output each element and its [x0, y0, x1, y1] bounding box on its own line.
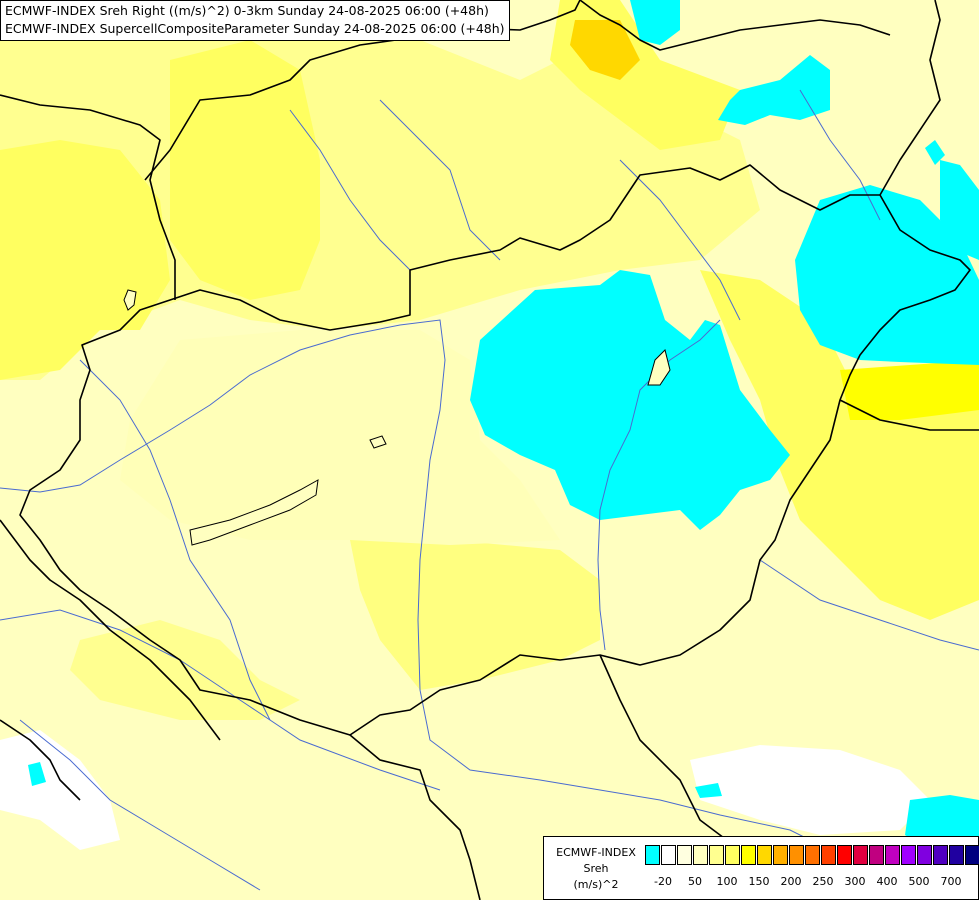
river-east-1	[759, 559, 979, 651]
river-north-1	[379, 99, 501, 261]
legend-title-line-3: (m/s)^2	[573, 878, 619, 891]
legend-title-line-1: ECMWF-INDEX	[556, 846, 636, 859]
legend-swatch	[821, 845, 836, 865]
legend-swatch	[917, 845, 932, 865]
lake-small-north	[123, 289, 137, 311]
legend-tick-label: 150	[748, 875, 770, 888]
border-serbia-east	[599, 654, 741, 851]
field-pale-center	[120, 330, 560, 545]
border-austria-north	[0, 94, 176, 300]
field-bright-yellow-east	[840, 360, 979, 420]
legend-swatch	[757, 845, 772, 865]
legend-tick-label: 400	[876, 875, 898, 888]
legend-swatch	[933, 845, 948, 865]
legend-swatch	[741, 845, 756, 865]
legend-tick-label: 700	[940, 875, 962, 888]
legend-swatch	[949, 845, 964, 865]
legend-swatch	[677, 845, 692, 865]
legend-swatch	[645, 845, 660, 865]
border-southwest	[0, 519, 221, 741]
legend-title-line-2: Sreh	[583, 862, 609, 875]
legend-tick-label: 50	[688, 875, 702, 888]
legend-tick-label: 300	[844, 875, 866, 888]
legend-swatch	[773, 845, 788, 865]
border-croatia-serbia	[349, 734, 481, 900]
field-yellow-south-center	[350, 540, 600, 690]
legend-swatch	[661, 845, 676, 865]
field-white-southwest	[0, 730, 120, 850]
legend-swatch	[805, 845, 820, 865]
field-cyan-small-se	[695, 783, 722, 798]
lake-velence	[369, 435, 387, 449]
river-west-1	[79, 359, 271, 721]
river-north-2	[289, 109, 411, 271]
field-cyan-east-strip	[940, 160, 979, 260]
legend-ticks: -20 50 100 150 200 250 300 400 500 700	[645, 875, 975, 891]
border-top-right	[579, 0, 891, 51]
legend-swatch	[885, 845, 900, 865]
field-yellow-southwest	[70, 620, 300, 720]
legend-swatch	[869, 845, 884, 865]
field-cyan-center	[470, 270, 790, 530]
lake-tisza	[647, 349, 671, 386]
legend-swatch	[965, 845, 979, 865]
border-slovenia	[0, 719, 81, 801]
field-yellow-north-center	[170, 40, 320, 300]
field-cyan-top-right	[718, 55, 830, 125]
rivers	[0, 89, 979, 891]
legend-swatch	[837, 845, 852, 865]
map-title-box: ECMWF-INDEX Sreh Right ((m/s)^2) 0-3km S…	[0, 0, 510, 41]
field-cyan-east-small	[925, 140, 945, 165]
legend-swatch	[853, 845, 868, 865]
title-line-2: ECMWF-INDEX SupercellCompositeParameter …	[5, 21, 505, 36]
legend-tick-label: 100	[716, 875, 738, 888]
river-danube	[0, 319, 901, 891]
legend-swatch	[709, 845, 724, 865]
legend-swatch	[693, 845, 708, 865]
color-legend: ECMWF-INDEX Sreh (m/s)^2 -20 50 100 150 200 2…	[543, 836, 979, 900]
field-cyan-small-sw	[28, 762, 46, 786]
field-cyan-top	[630, 0, 680, 45]
legend-swatches	[645, 845, 979, 865]
field-white-southeast	[690, 745, 930, 835]
border-romania	[839, 399, 979, 431]
field-orange-top	[570, 20, 640, 80]
river-south-1	[0, 609, 441, 791]
title-line-1: ECMWF-INDEX Sreh Right ((m/s)^2) 0-3km S…	[5, 3, 489, 18]
field-yellow-east	[700, 270, 979, 620]
legend-tick-label: 500	[908, 875, 930, 888]
legend-tick-label: 250	[812, 875, 834, 888]
border-hungary	[19, 164, 971, 736]
river-tisza	[597, 319, 721, 651]
legend-swatch	[725, 845, 740, 865]
legend-tick-label: -20	[654, 875, 672, 888]
legend-swatch	[901, 845, 916, 865]
legend-tick-label: 200	[780, 875, 802, 888]
river-east-2	[619, 159, 741, 321]
field-cyan-northeast	[795, 185, 979, 365]
river-ne	[799, 89, 881, 221]
legend-swatch	[789, 845, 804, 865]
border-ukraine-east	[879, 0, 941, 196]
lake-balaton	[189, 479, 319, 546]
border-slovakia-north	[144, 0, 581, 181]
field-yellow-northwest	[0, 140, 170, 380]
river-sw-2	[19, 719, 261, 891]
